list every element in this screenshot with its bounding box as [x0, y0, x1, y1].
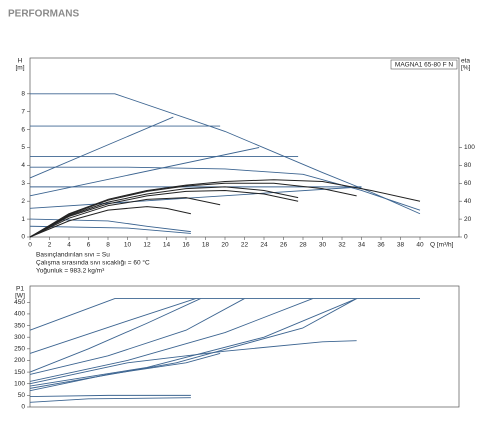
curve — [29, 394, 191, 397]
note: Basınçlandırılan sıvı = Su — [36, 252, 110, 259]
y-tick-label: 450 — [14, 299, 25, 306]
y-tick-label: 50 — [18, 392, 26, 399]
y-tick-label: 4 — [21, 162, 25, 169]
curve — [29, 179, 421, 238]
y2-axis-label: eta — [461, 58, 470, 65]
x-tick-label: 22 — [241, 242, 249, 249]
y2-axis-label: [%] — [461, 65, 471, 72]
curve — [29, 116, 174, 179]
x-tick-label: 10 — [124, 242, 132, 249]
y-tick-label: 1 — [21, 216, 25, 223]
x-tick-label: 0 — [28, 242, 32, 249]
y2-tick-label: 20 — [464, 216, 472, 223]
x-axis-label: Q [m³/h] — [430, 242, 454, 249]
y-axis-label: P1 — [16, 286, 24, 293]
curve — [29, 298, 420, 331]
curve — [30, 93, 421, 215]
curve — [29, 189, 299, 238]
y-tick-label: 5 — [21, 144, 25, 151]
y-axis-label: H — [18, 58, 23, 65]
y-tick-label: 2 — [21, 198, 25, 205]
y2-tick-label: 0 — [464, 234, 468, 241]
x-tick-label: 26 — [280, 242, 288, 249]
x-tick-label: 20 — [221, 242, 229, 249]
y2-tick-label: 40 — [464, 198, 472, 205]
y-axis-label: [m] — [15, 65, 24, 72]
curve — [29, 298, 196, 354]
curve — [29, 206, 191, 238]
curve — [29, 225, 191, 234]
page-title: PERFORMANS — [8, 9, 79, 20]
y2-tick-label: 80 — [464, 162, 472, 169]
y-tick-label: 300 — [14, 334, 25, 341]
curve — [29, 353, 221, 392]
x-tick-label: 38 — [397, 242, 405, 249]
plot-frame — [29, 285, 460, 408]
curve — [29, 147, 260, 197]
curve — [30, 166, 421, 211]
x-tick-label: 16 — [182, 242, 190, 249]
x-tick-label: 36 — [377, 242, 385, 249]
x-tick-label: 28 — [299, 242, 307, 249]
note: Çalışma sırasında sıvı sıcaklığı = 60 °C — [36, 259, 150, 267]
curve — [29, 340, 357, 385]
note: Yoğunluk = 983.2 kg/m³ — [36, 268, 105, 275]
x-tick-label: 18 — [202, 242, 210, 249]
y-tick-label: 8 — [21, 91, 25, 98]
y-tick-label: 400 — [14, 311, 25, 318]
y-tick-label: 0 — [21, 234, 25, 241]
curve — [29, 218, 191, 233]
x-tick-label: 40 — [416, 242, 424, 249]
x-tick-label: 12 — [143, 242, 151, 249]
x-tick-label: 34 — [358, 242, 366, 249]
curve — [29, 298, 357, 387]
curve — [29, 186, 362, 209]
y-tick-label: 100 — [14, 380, 25, 387]
curve — [29, 298, 201, 373]
x-tick-label: 4 — [67, 242, 71, 249]
y2-tick-label: 100 — [464, 144, 475, 151]
curve — [29, 298, 313, 382]
x-tick-label: 24 — [260, 242, 268, 249]
y-tick-label: 150 — [14, 369, 25, 376]
x-tick-label: 2 — [48, 242, 52, 249]
y-tick-label: 200 — [14, 357, 25, 364]
curve — [29, 298, 245, 375]
curve — [29, 397, 191, 403]
x-tick-label: 32 — [338, 242, 346, 249]
y-axis-label: [W] — [15, 293, 25, 300]
curve — [29, 197, 221, 238]
y2-tick-label: 60 — [464, 180, 472, 187]
y-tick-label: 250 — [14, 346, 25, 353]
x-tick-label: 30 — [319, 242, 327, 249]
curve — [29, 186, 299, 238]
x-tick-label: 14 — [163, 242, 171, 249]
x-tick-label: 8 — [106, 242, 110, 249]
y-tick-label: 3 — [21, 180, 25, 187]
annotation-box — [390, 59, 458, 70]
curve — [29, 182, 357, 238]
y-tick-label: 0 — [21, 404, 25, 411]
y-tick-label: 6 — [21, 126, 25, 133]
y-tick-label: 7 — [21, 108, 25, 115]
y-tick-label: 350 — [14, 322, 25, 329]
x-tick-label: 6 — [87, 242, 91, 249]
annotation: MAGNA1 65-80 F N — [395, 62, 453, 69]
